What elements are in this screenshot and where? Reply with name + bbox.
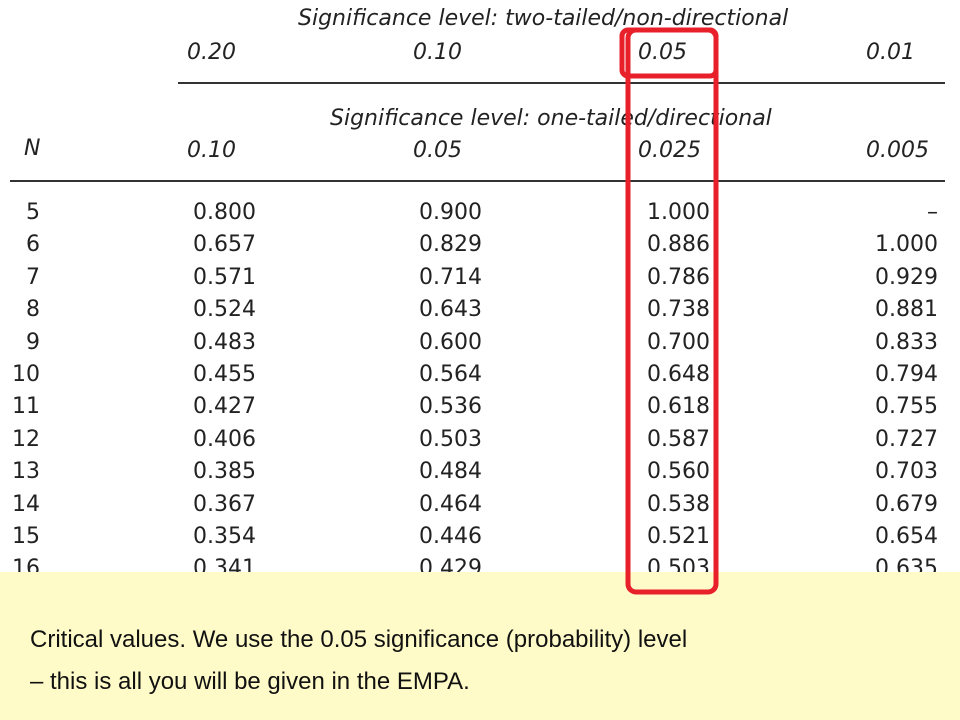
critical-value: 0.714 xyxy=(419,264,482,290)
critical-value: 1.000 xyxy=(875,232,938,258)
n-value: 15 xyxy=(12,524,40,549)
level-one-tailed: 0.05 xyxy=(413,138,462,163)
critical-value: 0.483 xyxy=(193,329,256,355)
critical-value: 0.524 xyxy=(193,297,256,323)
n-label: N xyxy=(24,136,41,161)
highlight-column xyxy=(625,27,719,595)
caption-line: – this is all you will be given in the E… xyxy=(30,668,470,695)
critical-value: 0.654 xyxy=(875,524,938,549)
critical-value: 0.727 xyxy=(875,426,938,452)
critical-value: 0.648 xyxy=(647,362,710,387)
critical-value: 0.564 xyxy=(419,362,482,387)
n-value: 5 xyxy=(26,200,40,225)
critical-value: 0.571 xyxy=(193,264,256,290)
critical-value: 0.618 xyxy=(647,394,710,420)
level-two-tailed: 0.10 xyxy=(413,40,462,65)
critical-value: 0.503 xyxy=(419,426,482,452)
n-value: 7 xyxy=(26,264,40,290)
n-value: 6 xyxy=(26,232,40,258)
critical-value: 0.464 xyxy=(419,491,482,517)
critical-value: 0.643 xyxy=(419,297,482,323)
n-value: 8 xyxy=(26,297,40,323)
critical-value: 0.427 xyxy=(193,394,256,420)
critical-value: 0.484 xyxy=(419,459,482,485)
critical-value: 0.367 xyxy=(193,491,256,517)
critical-value: 0.700 xyxy=(647,329,710,355)
n-value: 11 xyxy=(12,394,40,420)
critical-value: 0.600 xyxy=(419,329,482,355)
critical-value: 0.406 xyxy=(193,426,256,452)
level-two-tailed: 0.01 xyxy=(866,40,915,65)
critical-value: 0.354 xyxy=(193,524,256,549)
n-value: 9 xyxy=(26,329,40,355)
critical-value: 0.833 xyxy=(875,329,938,355)
critical-value: 0.446 xyxy=(419,524,482,549)
two-tailed-title: Significance level: two-tailed/non-direc… xyxy=(298,6,789,31)
level-one-tailed: 0.025 xyxy=(638,138,701,163)
level-two-tailed: 0.05 xyxy=(638,40,687,65)
critical-value: 0.929 xyxy=(875,264,938,290)
critical-value: 0.829 xyxy=(419,232,482,258)
critical-value: 0.587 xyxy=(647,426,710,452)
header-rule xyxy=(178,82,945,84)
critical-value: 0.538 xyxy=(647,491,710,517)
critical-value: 0.881 xyxy=(875,297,938,323)
n-value: 13 xyxy=(12,459,40,485)
critical-value: 0.755 xyxy=(875,394,938,420)
critical-value: 0.455 xyxy=(193,362,256,387)
critical-value: 0.800 xyxy=(193,200,256,225)
critical-value: 0.560 xyxy=(647,459,710,485)
critical-value: 0.521 xyxy=(647,524,710,549)
one-tailed-title: Significance level: one-tailed/direction… xyxy=(330,106,772,131)
header-rule xyxy=(10,180,945,182)
caption-line: Critical values. We use the 0.05 signifi… xyxy=(30,626,688,653)
critical-value: 0.786 xyxy=(647,264,710,290)
n-value: 10 xyxy=(12,362,40,387)
critical-value: – xyxy=(927,200,938,225)
critical-value: 0.738 xyxy=(647,297,710,323)
level-two-tailed: 0.20 xyxy=(187,40,236,65)
critical-value: 0.703 xyxy=(875,459,938,485)
critical-value: 0.385 xyxy=(193,459,256,485)
critical-value: 0.679 xyxy=(875,491,938,517)
level-one-tailed: 0.005 xyxy=(866,138,929,163)
n-value: 14 xyxy=(12,491,40,517)
critical-value: 0.900 xyxy=(419,200,482,225)
critical-value: 0.886 xyxy=(647,232,710,258)
critical-value: 1.000 xyxy=(647,200,710,225)
critical-value: 0.536 xyxy=(419,394,482,420)
caption-box: Critical values. We use the 0.05 signifi… xyxy=(0,572,960,720)
critical-value: 0.657 xyxy=(193,232,256,258)
n-value: 12 xyxy=(12,426,40,452)
highlight-box xyxy=(619,27,719,79)
critical-value: 0.794 xyxy=(875,362,938,387)
level-one-tailed: 0.10 xyxy=(187,138,236,163)
